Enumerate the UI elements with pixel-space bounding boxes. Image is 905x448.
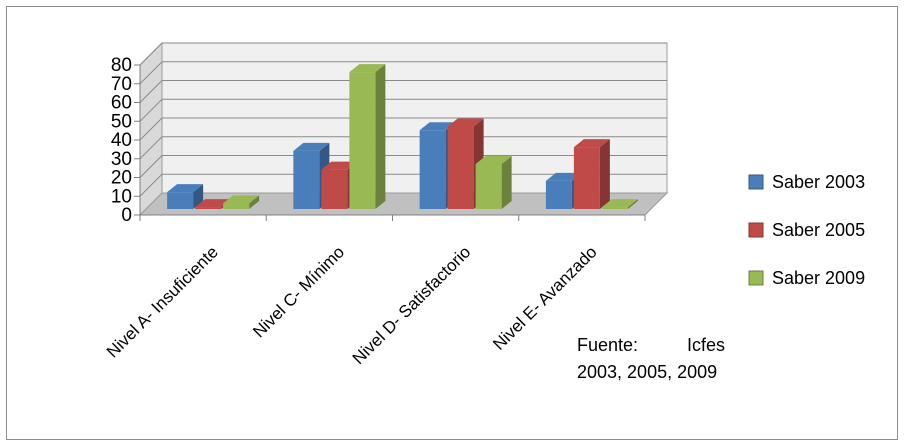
bar-front (601, 207, 628, 209)
bar-side (375, 64, 386, 209)
legend-label: Saber 2005 (772, 220, 865, 240)
category-label: Nivel C- Mínimo (249, 242, 348, 341)
bar-top (293, 142, 330, 151)
y-tick-label: 40 (111, 130, 132, 151)
legend-item: Saber 2005 (748, 220, 865, 240)
bar-front (447, 126, 474, 209)
bar-front (223, 203, 250, 209)
bar-top (601, 199, 638, 208)
legend-label: Saber 2003 (772, 172, 865, 192)
category-label: Nivel A- Insuficiente (103, 242, 222, 361)
y-tick-label: 70 (111, 74, 132, 95)
gridline-side (139, 155, 163, 178)
bar-side (627, 199, 638, 209)
bar-front (195, 207, 222, 209)
gridline-side (139, 136, 163, 160)
legend-swatch (748, 270, 764, 286)
bar-front (349, 72, 376, 209)
category-labels: Nivel A- Insuficiente Nivel C- Mínimo Nive… (103, 242, 601, 368)
gridline-side (139, 173, 163, 197)
bar (349, 64, 386, 209)
legend-swatch (748, 174, 764, 190)
bar-top (545, 172, 582, 181)
source-note: Fuente: Icfes 2003, 2005, 2009 (577, 335, 725, 382)
y-tick-label: 20 (111, 168, 132, 189)
bar-top (447, 118, 484, 127)
gridline-side (139, 80, 163, 103)
legend-item: Saber 2009 (748, 268, 865, 288)
bar-side (599, 139, 610, 209)
bar-top (223, 195, 260, 204)
gridline-side (139, 61, 163, 85)
legend-label: Saber 2009 (772, 268, 865, 288)
bar (475, 156, 512, 209)
legend-item: Saber 2003 (748, 172, 865, 192)
bar (223, 195, 260, 209)
gridline-side (139, 98, 163, 122)
y-tick-label: 50 (111, 111, 132, 132)
bar-side (249, 195, 260, 209)
gridline-side (139, 42, 163, 66)
y-tick-label: 60 (111, 93, 132, 114)
bar-side (501, 156, 512, 209)
bar-top (475, 156, 512, 164)
bar-front (545, 180, 572, 209)
y-tick-label: 80 (111, 55, 132, 76)
bar-front (167, 192, 194, 209)
bar-front (321, 169, 348, 209)
bar-top (321, 161, 358, 170)
bar (601, 199, 638, 209)
category-label: Nivel D- Satisfactorio (349, 242, 475, 368)
axes (134, 64, 646, 221)
bar-top (167, 184, 204, 193)
bars (167, 64, 638, 209)
bar (167, 184, 204, 209)
gridline-side (139, 117, 163, 141)
bar (573, 139, 610, 209)
bar-front (419, 130, 446, 209)
legend: Saber 2003 Saber 2005 Saber 2009 (748, 172, 865, 288)
bar-top (573, 139, 610, 148)
y-tick-label: 0 (121, 205, 132, 226)
legend-swatch (748, 222, 764, 238)
bar-front (293, 150, 320, 209)
y-tick-label: 10 (111, 186, 132, 207)
gridlines (139, 42, 667, 197)
bar-front (573, 147, 600, 209)
bar-front (475, 164, 502, 209)
bar-top (419, 122, 456, 131)
bar-top (195, 199, 232, 208)
bar-top (349, 64, 386, 73)
y-tick-label: 30 (111, 149, 132, 170)
